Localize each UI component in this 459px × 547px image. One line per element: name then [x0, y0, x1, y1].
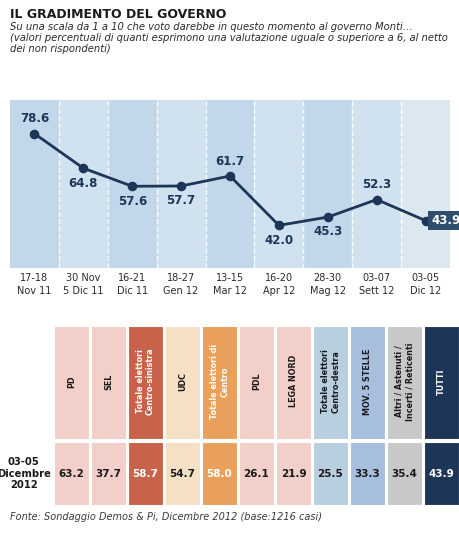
Text: 16-20: 16-20: [264, 273, 292, 283]
Bar: [164, 443, 200, 505]
Text: Dic 11: Dic 11: [117, 286, 147, 295]
Text: 18-27: 18-27: [167, 273, 195, 283]
Bar: [164, 326, 200, 439]
Bar: [349, 326, 384, 439]
Bar: [202, 443, 236, 505]
Text: 21.9: 21.9: [280, 469, 306, 479]
Point: [177, 182, 185, 190]
Text: 61.7: 61.7: [215, 155, 244, 167]
Point: [274, 221, 282, 230]
Text: In base all’orientamento politico: In base all’orientamento politico: [7, 306, 223, 319]
Bar: [423, 443, 458, 505]
Bar: [386, 326, 421, 439]
Point: [31, 129, 38, 138]
Text: Dic 12: Dic 12: [409, 286, 440, 295]
Bar: [254, 100, 302, 268]
Text: 33.3: 33.3: [354, 469, 380, 479]
Text: 52.3: 52.3: [361, 178, 390, 191]
Text: Mar 12: Mar 12: [213, 286, 246, 295]
Point: [421, 216, 428, 225]
Text: 43.9: 43.9: [428, 469, 453, 479]
Text: 58.7: 58.7: [132, 469, 158, 479]
Bar: [128, 443, 162, 505]
Text: Totale elettori
Centro-destra: Totale elettori Centro-destra: [320, 350, 339, 414]
Text: 16-21: 16-21: [118, 273, 146, 283]
Text: 78.6: 78.6: [20, 112, 49, 125]
Text: 63.2: 63.2: [58, 469, 84, 479]
Text: Totale elettori
Centro-sinistra: Totale elettori Centro-sinistra: [135, 347, 155, 415]
Text: PDL: PDL: [252, 373, 260, 390]
Bar: [238, 443, 274, 505]
Bar: [275, 326, 310, 439]
Point: [372, 195, 380, 204]
Text: LEGA NORD: LEGA NORD: [288, 355, 297, 408]
Point: [324, 213, 331, 222]
Bar: [423, 326, 458, 439]
Bar: [90, 326, 126, 439]
Point: [79, 164, 87, 173]
Text: UDC: UDC: [178, 372, 186, 391]
Bar: [238, 326, 274, 439]
Text: 13-15: 13-15: [215, 273, 244, 283]
Bar: [54, 443, 89, 505]
Text: PD: PD: [67, 375, 76, 388]
Text: Fonte: Sondaggio Demos & Pi, Dicembre 2012 (base:1216 casi): Fonte: Sondaggio Demos & Pi, Dicembre 20…: [10, 512, 321, 522]
Text: Altri / Astenuti /
Incerti / Reticenti: Altri / Astenuti / Incerti / Reticenti: [394, 342, 413, 421]
Text: Sett 12: Sett 12: [358, 286, 393, 295]
Bar: [54, 326, 89, 439]
Text: 43.9: 43.9: [430, 214, 459, 227]
Text: dei non rispondenti): dei non rispondenti): [10, 44, 111, 54]
Text: 25.5: 25.5: [317, 469, 342, 479]
Text: 03-05: 03-05: [411, 273, 439, 283]
Text: Gen 12: Gen 12: [163, 286, 198, 295]
Text: 03-05
Dicembre
2012: 03-05 Dicembre 2012: [0, 457, 50, 491]
Text: 45.3: 45.3: [313, 225, 341, 238]
Bar: [59, 100, 107, 268]
Text: Su una scala da 1 a 10 che voto darebbe in questo momento al governo Monti…: Su una scala da 1 a 10 che voto darebbe …: [10, 22, 412, 32]
Text: 26.1: 26.1: [243, 469, 269, 479]
Text: Nov 11: Nov 11: [17, 286, 51, 295]
Bar: [128, 326, 162, 439]
Text: 28-30: 28-30: [313, 273, 341, 283]
Text: 64.8: 64.8: [68, 177, 98, 190]
Text: IL GRADIMENTO DEL GOVERNO: IL GRADIMENTO DEL GOVERNO: [10, 8, 226, 21]
Point: [128, 182, 135, 191]
Text: Mag 12: Mag 12: [309, 286, 345, 295]
Bar: [275, 443, 310, 505]
Text: 5 Dic 11: 5 Dic 11: [63, 286, 103, 295]
Bar: [386, 443, 421, 505]
Bar: [205, 100, 254, 268]
Bar: [90, 443, 126, 505]
Bar: [312, 326, 347, 439]
Bar: [349, 443, 384, 505]
Bar: [202, 326, 236, 439]
Bar: [302, 100, 352, 268]
Bar: [352, 100, 400, 268]
Text: 57.7: 57.7: [166, 194, 195, 207]
Text: MOV. 5 STELLE: MOV. 5 STELLE: [362, 348, 371, 415]
Text: 17-18: 17-18: [20, 273, 48, 283]
Point: [226, 172, 233, 181]
Bar: [312, 443, 347, 505]
Text: 54.7: 54.7: [169, 469, 195, 479]
Text: 03-07: 03-07: [362, 273, 390, 283]
Text: Apr 12: Apr 12: [262, 286, 294, 295]
Text: TUTTI: TUTTI: [436, 368, 445, 394]
Bar: [10, 100, 59, 268]
Text: 58.0: 58.0: [206, 469, 232, 479]
Text: SEL: SEL: [104, 373, 112, 389]
Bar: [400, 100, 449, 268]
Text: 35.4: 35.4: [391, 469, 416, 479]
Text: 30 Nov: 30 Nov: [66, 273, 101, 283]
Bar: [157, 100, 205, 268]
Bar: [107, 100, 157, 268]
Text: Totale elettori di
Centro: Totale elettori di Centro: [209, 344, 229, 419]
Text: (valori percentuali di quanti esprimono una valutazione uguale o superiore a 6, : (valori percentuali di quanti esprimono …: [10, 33, 447, 43]
Text: 42.0: 42.0: [264, 234, 293, 247]
Text: 37.7: 37.7: [95, 469, 121, 479]
Text: 57.6: 57.6: [118, 195, 146, 208]
